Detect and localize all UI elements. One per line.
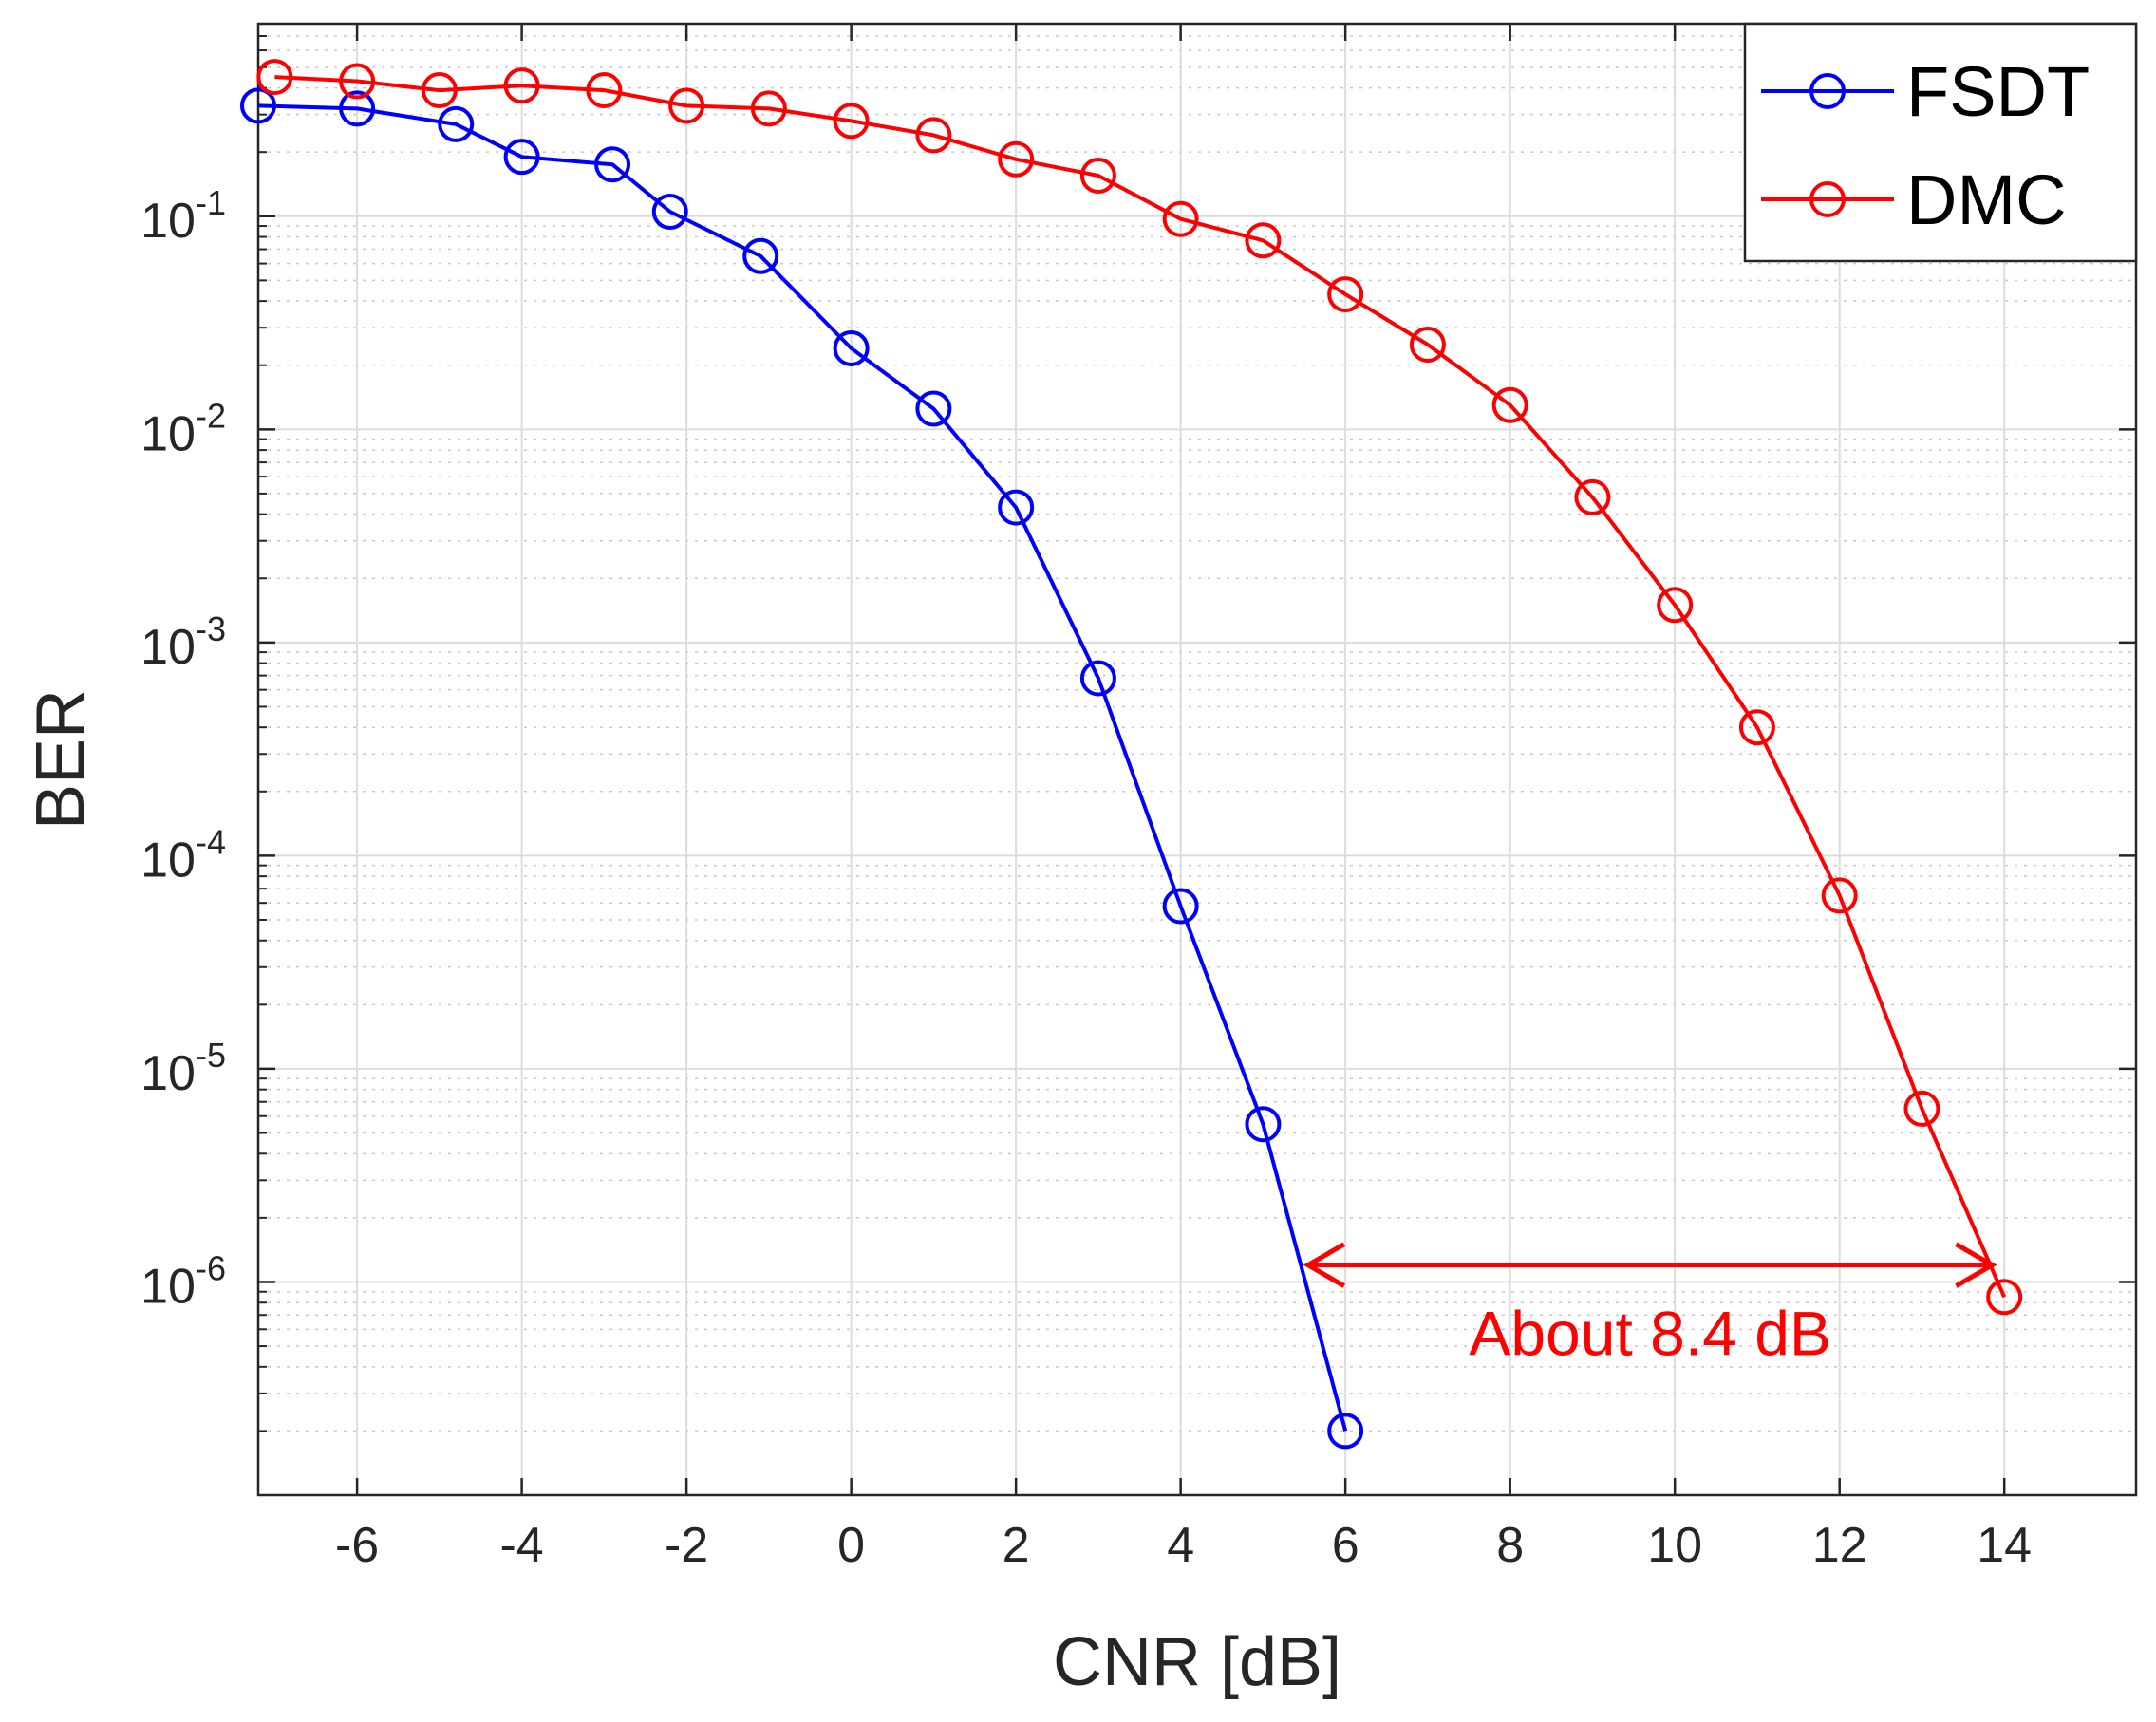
axis-ticks bbox=[258, 24, 2136, 1495]
legend-marker-fsdt bbox=[1809, 73, 1846, 109]
legend-label-dmc: DMC bbox=[1906, 160, 2067, 239]
data-point-dmc bbox=[998, 140, 1035, 178]
y-tick-label: 10-4 bbox=[141, 822, 226, 888]
x-tick-label: 0 bbox=[837, 1518, 865, 1573]
annotation-text: About 8.4 dB bbox=[1469, 1299, 1831, 1369]
data-point-dmc bbox=[1986, 1279, 2023, 1316]
data-point-dmc bbox=[256, 59, 293, 96]
series-fsdt bbox=[240, 87, 1364, 1450]
x-tick-label: 2 bbox=[1003, 1518, 1030, 1573]
y-tick-label: 10-3 bbox=[141, 609, 226, 675]
data-point-fsdt bbox=[1245, 1106, 1282, 1143]
data-point-dmc bbox=[586, 72, 623, 109]
data-point-fsdt bbox=[240, 87, 276, 124]
data-point-dmc bbox=[833, 103, 870, 140]
y-tick-label: 10-5 bbox=[141, 1036, 226, 1101]
data-point-dmc bbox=[1821, 877, 1858, 914]
x-tick-label: -6 bbox=[335, 1518, 379, 1573]
data-point-fsdt bbox=[915, 390, 952, 427]
data-point-dmc bbox=[503, 67, 540, 104]
data-point-dmc bbox=[1574, 478, 1611, 515]
data-point-dmc bbox=[1738, 709, 1775, 746]
annotation-arrow-left-head bbox=[1303, 1242, 1346, 1288]
y-axis-label: BER bbox=[23, 689, 99, 830]
x-tick-labels: -6 -4 -2 0 2 4 6 8 10 12 14 bbox=[335, 1518, 2032, 1573]
y-tick-label: 10-6 bbox=[141, 1248, 226, 1314]
legend-label-fsdt: FSDT bbox=[1906, 52, 2090, 131]
data-point-dmc bbox=[1657, 587, 1694, 624]
data-point-fsdt bbox=[651, 194, 688, 231]
x-tick-label: 14 bbox=[1977, 1518, 2032, 1573]
x-tick-label: 12 bbox=[1812, 1518, 1867, 1573]
y-tick-label: 10-1 bbox=[141, 183, 226, 249]
data-point-fsdt bbox=[998, 489, 1035, 526]
annotation-arrow-right-head bbox=[1955, 1242, 1997, 1288]
y-tick-label: 10-2 bbox=[141, 396, 226, 461]
legend-box bbox=[1743, 22, 2138, 263]
data-point-fsdt bbox=[503, 139, 540, 176]
data-point-dmc bbox=[1079, 158, 1116, 195]
x-tick-label: -2 bbox=[665, 1518, 708, 1573]
y-tick-labels: 10-1 10-2 10-3 10-4 10-5 10-6 bbox=[141, 183, 226, 1315]
legend-marker-dmc bbox=[1809, 181, 1846, 217]
x-axis-label: CNR [dB] bbox=[1053, 1624, 1341, 1700]
series-line-dmc bbox=[274, 75, 2007, 1299]
data-point-dmc bbox=[339, 63, 376, 100]
annotation: About 8.4 dB bbox=[1303, 1242, 1997, 1369]
data-point-dmc bbox=[1327, 276, 1364, 313]
data-point-fsdt bbox=[339, 90, 376, 127]
data-point-fsdt bbox=[594, 146, 631, 183]
data-point-fsdt bbox=[1162, 888, 1199, 925]
data-point-fsdt bbox=[1327, 1413, 1364, 1450]
data-point-dmc bbox=[750, 90, 787, 127]
series-layer bbox=[240, 59, 2023, 1450]
data-point-fsdt bbox=[833, 329, 870, 366]
data-point-fsdt bbox=[742, 237, 779, 274]
legend: FSDT DMC bbox=[1743, 22, 2138, 263]
data-point-dmc bbox=[915, 117, 952, 154]
data-point-dmc bbox=[1245, 222, 1282, 259]
data-point-fsdt bbox=[1079, 660, 1116, 697]
series-dmc bbox=[256, 59, 2023, 1316]
data-point-dmc bbox=[1409, 326, 1446, 363]
x-tick-label: 10 bbox=[1647, 1518, 1702, 1573]
x-tick-label: 4 bbox=[1167, 1518, 1194, 1573]
x-tick-label: 8 bbox=[1496, 1518, 1524, 1573]
series-line-fsdt bbox=[257, 103, 1348, 1432]
data-point-dmc bbox=[1162, 200, 1199, 237]
data-point-dmc bbox=[421, 72, 458, 109]
x-tick-label: -4 bbox=[499, 1518, 543, 1573]
plot-frame bbox=[256, 22, 2138, 1497]
data-point-dmc bbox=[1491, 386, 1528, 423]
x-tick-label: 6 bbox=[1332, 1518, 1359, 1573]
data-point-dmc bbox=[1903, 1090, 1940, 1127]
data-point-dmc bbox=[668, 87, 705, 124]
data-point-fsdt bbox=[438, 105, 475, 142]
